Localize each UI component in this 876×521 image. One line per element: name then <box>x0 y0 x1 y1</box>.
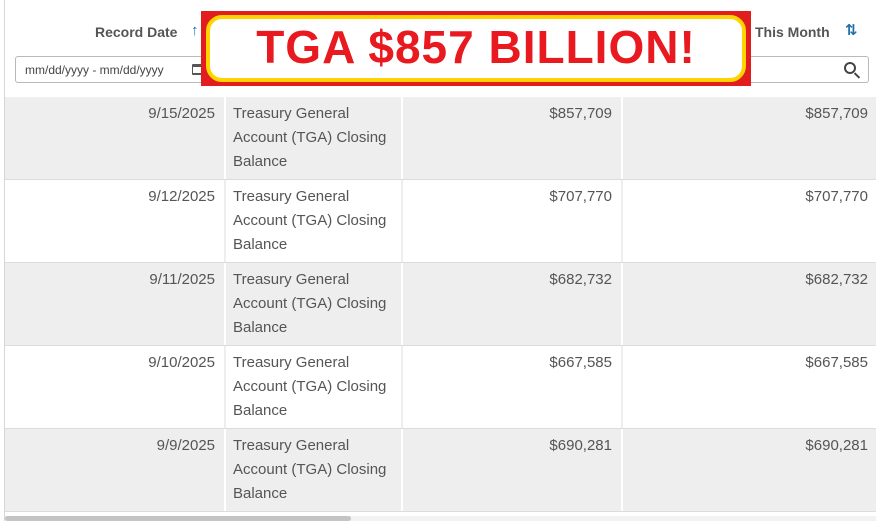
table-row: 9/10/2025 Treasury General Account (TGA)… <box>5 346 876 429</box>
column-header-record-date[interactable]: Record Date <box>95 24 178 40</box>
cell-this-month: $857,709 <box>805 105 868 122</box>
cell-closing-balance: $682,732 <box>549 271 612 288</box>
sort-both-icon[interactable]: ⇅ <box>845 22 858 39</box>
cell-closing-balance: $667,585 <box>549 354 612 371</box>
horizontal-scrollbar-thumb[interactable] <box>5 516 351 521</box>
cell-record-date: 9/9/2025 <box>156 437 215 454</box>
cell-this-month: $690,281 <box>805 437 868 454</box>
cell-account: Treasury General Account (TGA) Closing B… <box>233 271 387 336</box>
column-header-this-month[interactable]: This Month <box>755 24 830 40</box>
table-body: 9/15/2025 Treasury General Account (TGA)… <box>5 97 876 512</box>
calendar-icon[interactable] <box>192 64 203 75</box>
this-month-filter-input[interactable] <box>745 56 869 83</box>
cell-account: Treasury General Account (TGA) Closing B… <box>233 354 387 419</box>
table-row: 9/9/2025 Treasury General Account (TGA) … <box>5 429 876 512</box>
cell-account: Treasury General Account (TGA) Closing B… <box>233 437 387 502</box>
date-range-placeholder: mm/dd/yyyy - mm/dd/yyyy <box>25 63 164 77</box>
search-icon[interactable] <box>844 62 856 74</box>
cell-record-date: 9/12/2025 <box>148 188 215 205</box>
horizontal-scrollbar-track[interactable] <box>5 516 876 521</box>
table-row: 9/11/2025 Treasury General Account (TGA)… <box>5 263 876 346</box>
table-row: 9/12/2025 Treasury General Account (TGA)… <box>5 180 876 263</box>
date-range-filter-input[interactable]: mm/dd/yyyy - mm/dd/yyyy <box>15 56 205 83</box>
cell-closing-balance: $690,281 <box>549 437 612 454</box>
cell-record-date: 9/15/2025 <box>148 105 215 122</box>
sort-asc-icon[interactable]: ↑ <box>191 22 199 39</box>
table-left-border <box>4 0 5 521</box>
tga-banner-inner: TGA $857 BILLION! <box>206 15 746 82</box>
cell-this-month: $682,732 <box>805 271 868 288</box>
cell-record-date: 9/10/2025 <box>148 354 215 371</box>
tga-banner-text: TGA $857 BILLION! <box>256 21 696 73</box>
cell-record-date: 9/11/2025 <box>149 271 215 288</box>
cell-closing-balance: $857,709 <box>549 105 612 122</box>
table-row: 9/15/2025 Treasury General Account (TGA)… <box>5 97 876 180</box>
cell-account: Treasury General Account (TGA) Closing B… <box>233 188 387 253</box>
cell-this-month: $707,770 <box>805 188 868 205</box>
cell-this-month: $667,585 <box>805 354 868 371</box>
tga-banner: TGA $857 BILLION! <box>201 11 751 86</box>
cell-closing-balance: $707,770 <box>549 188 612 205</box>
cell-account: Treasury General Account (TGA) Closing B… <box>233 105 387 170</box>
